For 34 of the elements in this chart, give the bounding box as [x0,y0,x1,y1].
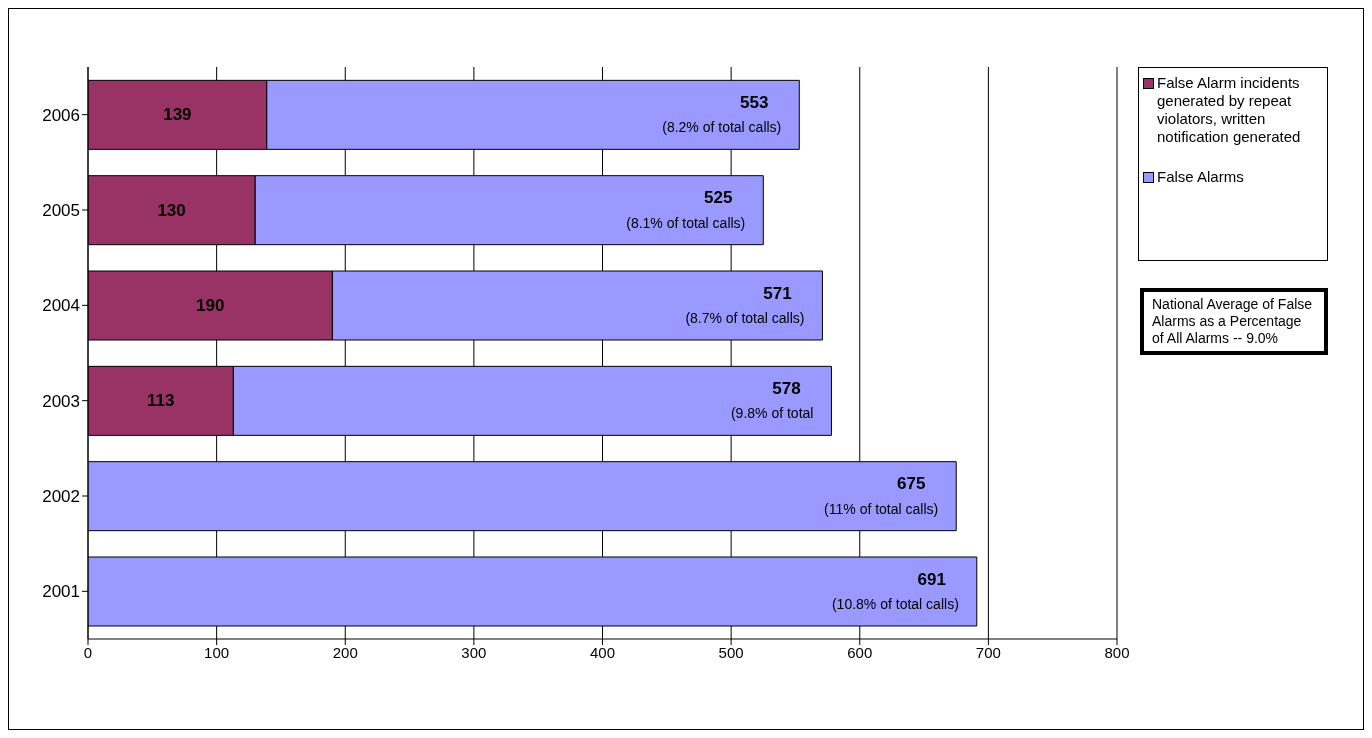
annotation: (8.1% of total calls) [626,214,746,231]
total-label: 691 [917,569,946,589]
legend-label: False Alarms [1157,168,1244,186]
annotation: (8.7% of total calls) [685,309,805,326]
x-tick-label: 800 [1104,643,1130,661]
annotation: (8.2% of total calls) [662,119,782,136]
y-tick-label: 2002 [42,487,80,507]
y-tick-label: 2005 [42,201,80,221]
x-tick-label: 300 [461,643,487,661]
total-label: 571 [763,283,792,303]
y-tick-label: 2006 [42,105,80,125]
total-label: 553 [740,92,769,112]
x-tick-label: 600 [847,643,873,661]
y-tick-label: 2004 [42,296,80,316]
x-tick-label: 100 [204,643,230,661]
annotation: (10.8% of total calls) [831,595,959,612]
total-label: 578 [772,378,801,398]
x-tick-label: 500 [718,643,744,661]
y-tick-label: 2003 [42,391,80,411]
x-tick-label: 200 [332,643,358,661]
data-label: 113 [146,391,175,411]
x-tick-label: 0 [83,643,93,661]
text: National Average of False Alarms as a Percentage of All Alarms -- 9.0% [1140,288,1328,355]
data-label: 130 [157,200,186,220]
x-tick-label: 400 [589,643,616,661]
total-label: 675 [897,474,926,494]
annotation: (9.8% of total [730,405,814,422]
data-label: 190 [196,296,225,316]
x-tick-label: 700 [975,643,1001,661]
y-tick-label: 2001 [42,582,80,602]
total-label: 525 [704,188,733,208]
legend-label: False Alarm incidents generated by repeat violators, written notification generated [1157,74,1302,146]
annotation: (11% of total calls) [824,500,939,517]
data-label: 139 [163,105,192,125]
